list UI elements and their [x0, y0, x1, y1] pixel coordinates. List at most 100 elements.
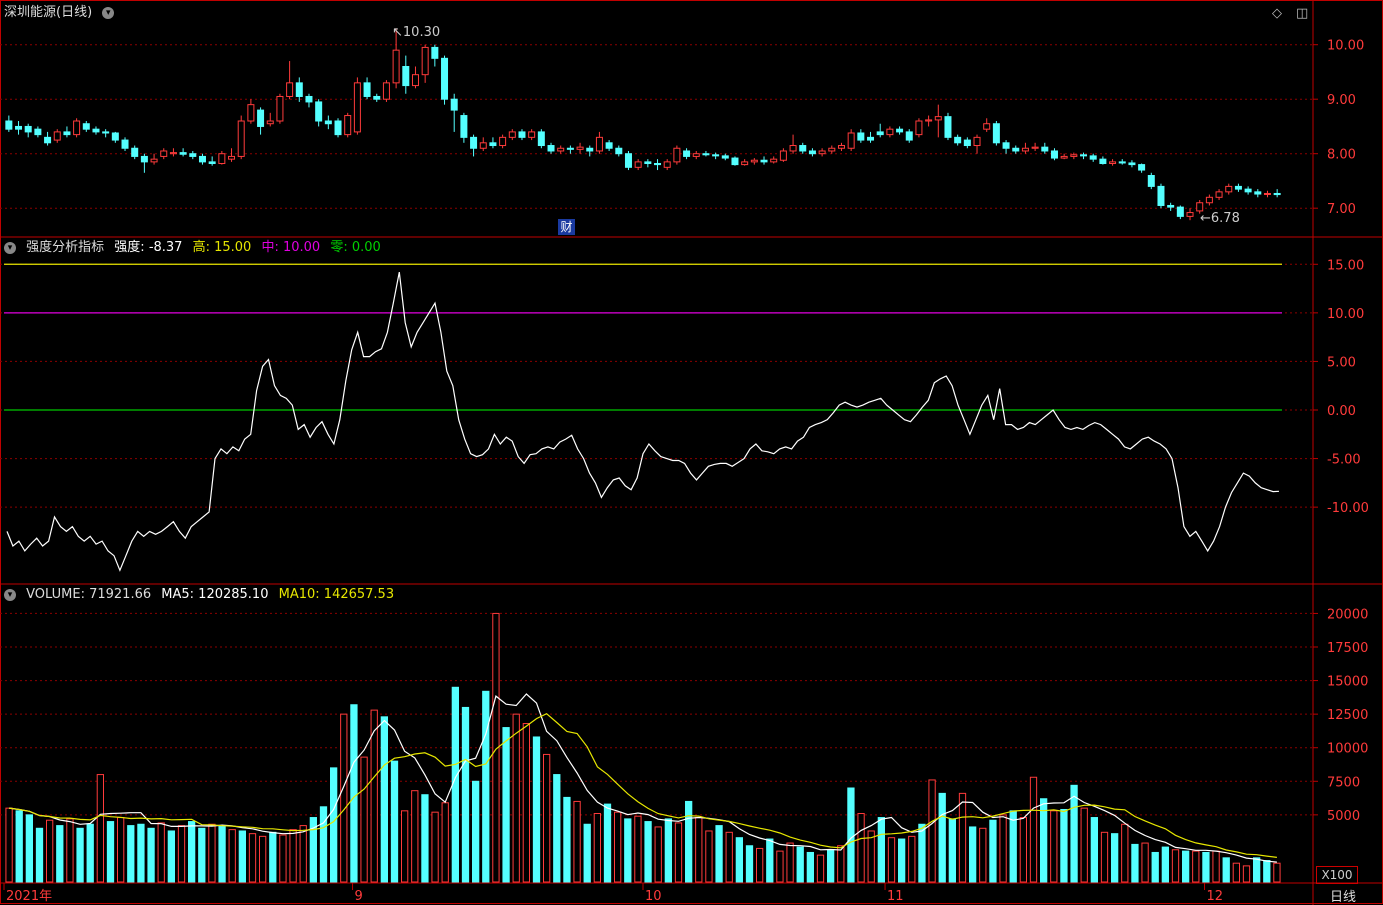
candle-body	[557, 147, 565, 152]
candle-body	[837, 145, 845, 149]
candle-body	[963, 139, 971, 147]
candle-body	[1080, 154, 1088, 157]
finance-badge[interactable]: 财	[558, 219, 575, 235]
title-bar: 深圳能源(日线) ▾	[4, 5, 120, 21]
candle-body	[489, 142, 497, 147]
volume-bar	[137, 823, 145, 883]
volume-tick-label: 12500	[1327, 708, 1368, 723]
candle-body	[673, 147, 681, 163]
candle-body	[547, 145, 555, 152]
volume-bar	[826, 849, 835, 883]
volume-bar	[989, 819, 997, 883]
candle-body	[286, 82, 294, 97]
volume-bar	[806, 851, 815, 883]
candle-body	[392, 49, 400, 84]
volume-bar	[948, 818, 957, 883]
volume-bar	[867, 830, 875, 883]
candle-body	[373, 95, 381, 100]
volume-bar	[1019, 817, 1028, 883]
panel-toggle-icon[interactable]: ◫	[1296, 6, 1309, 21]
volume-bar	[45, 819, 54, 883]
candle-body	[1050, 150, 1058, 159]
volume-bar	[1222, 857, 1230, 883]
candle-body	[295, 82, 303, 97]
candle-body	[847, 132, 855, 149]
volume-bar	[1212, 850, 1220, 883]
strength-tick-label: -5.00	[1327, 453, 1361, 468]
volume-bar	[563, 796, 571, 883]
volume-bar	[279, 834, 287, 883]
candle-body	[470, 136, 478, 149]
volume-tick-label: 7500	[1327, 775, 1360, 790]
candle-body	[925, 119, 933, 122]
candle-body	[1196, 202, 1204, 212]
candle-body	[1157, 185, 1165, 206]
volume-bar	[1161, 846, 1170, 883]
candle-body	[595, 136, 603, 152]
volume-bar	[1029, 776, 1038, 883]
volume-bar	[299, 825, 307, 883]
candle-body	[218, 153, 226, 165]
volume-bar	[421, 794, 429, 883]
volume-bar	[705, 830, 713, 883]
volume-bar	[127, 825, 135, 883]
period-button[interactable]: 日线	[1330, 890, 1357, 905]
volume-bar	[1151, 851, 1159, 883]
volume-bar	[1202, 851, 1210, 883]
volume-bar	[116, 817, 125, 883]
volume-unit: X100	[1316, 866, 1358, 884]
candle-body	[1089, 155, 1097, 160]
volume-bar	[644, 821, 652, 883]
price-tick-label: 8.00	[1327, 148, 1356, 163]
candle-body	[237, 120, 245, 157]
strength-tick-label: 5.00	[1327, 355, 1356, 370]
volume-tick-label: 10000	[1327, 742, 1368, 757]
volume-bar	[370, 709, 378, 883]
price-tick-label: 9.00	[1327, 93, 1356, 108]
volume-bar	[1039, 798, 1048, 883]
volume-bar	[319, 806, 328, 883]
candle-body	[692, 153, 700, 157]
candle-body	[24, 125, 32, 133]
volume-bar	[928, 779, 936, 883]
ma10-readout: MA10: 142657.53	[278, 587, 395, 602]
volume-bar	[1242, 865, 1251, 883]
candle-body	[518, 131, 526, 138]
volume-bar	[603, 803, 612, 883]
candle-body	[102, 131, 110, 134]
candle-body	[169, 152, 177, 155]
candle-body	[954, 136, 962, 144]
zero-readout: 零: 0.00	[330, 240, 381, 255]
candle-body	[808, 150, 816, 155]
chevron-down-icon[interactable]: ▾	[4, 241, 16, 254]
candle-body	[499, 136, 507, 147]
volume-bar	[593, 813, 602, 883]
candle-body	[1118, 161, 1126, 164]
candle-body	[353, 82, 361, 133]
candle-body	[179, 152, 187, 155]
volume-bar	[674, 822, 683, 883]
chevron-down-icon[interactable]: ▾	[102, 6, 115, 19]
volume-bar	[66, 818, 74, 883]
candle-body	[915, 120, 923, 136]
strength-readout: 强度: -8.37	[114, 240, 183, 255]
candle-body	[460, 115, 468, 138]
volume-bar	[624, 818, 632, 883]
volume-bar	[167, 830, 176, 883]
candle-body	[1215, 191, 1223, 198]
candle-body	[770, 158, 778, 163]
candle-body	[905, 131, 913, 141]
diamond-icon[interactable]: ◇	[1272, 6, 1282, 21]
chevron-down-icon[interactable]: ▾	[4, 588, 16, 601]
volume-bar	[968, 826, 977, 883]
volume-bar	[86, 823, 94, 883]
candle-body	[34, 128, 42, 136]
candle-body	[1041, 146, 1049, 152]
candle-body	[857, 132, 865, 141]
candle-body	[44, 136, 52, 144]
candle-body	[886, 128, 894, 136]
volume-bar	[431, 811, 439, 883]
volume-bar	[908, 835, 916, 883]
candle-body	[1147, 175, 1155, 187]
